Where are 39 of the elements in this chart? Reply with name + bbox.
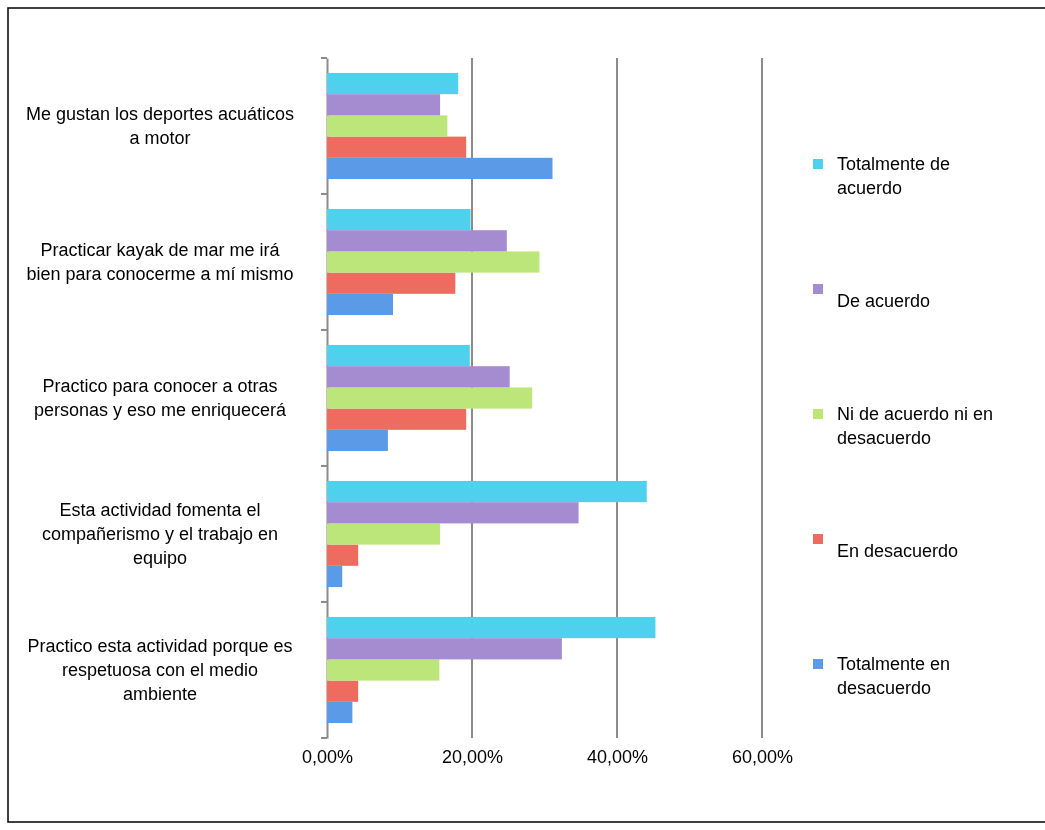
bar <box>327 251 540 273</box>
bar <box>327 344 470 367</box>
legend-label: Ni de acuerdo ni en desacuerdo <box>837 404 994 448</box>
bar <box>327 94 441 116</box>
y-tick-label: Me gustan los deportes acuáticos a motor <box>25 104 295 148</box>
x-tick-label: 40,00% <box>586 746 649 767</box>
bar <box>327 680 359 702</box>
x-tick-label: 20,00% <box>441 746 504 767</box>
bar <box>327 208 471 231</box>
legend-label: Totalmente de acuerdo <box>837 154 951 198</box>
bar <box>327 544 359 566</box>
legend-label: De acuerdo <box>837 291 931 311</box>
legend-label: Totalmente en desacuerdo <box>837 654 951 698</box>
bar <box>327 72 459 95</box>
bar <box>327 136 467 158</box>
y-tick-label: Practicar kayak de mar me irá bien para conocerme a mí mismo <box>26 240 294 284</box>
y-tick-label: Practico esta actividad porque es respetuosa con el medio ambiente <box>27 636 293 704</box>
bar <box>327 115 448 137</box>
x-tick-label: 0,00% <box>301 746 354 767</box>
bar <box>327 157 553 180</box>
x-tick-label: 60,00% <box>731 746 794 767</box>
bar <box>327 429 388 452</box>
bar <box>327 616 656 639</box>
bar <box>327 293 393 316</box>
bar <box>327 272 456 294</box>
bar <box>327 480 647 503</box>
bar <box>327 659 440 681</box>
bar <box>327 701 353 724</box>
legend-label: En desacuerdo <box>837 541 959 561</box>
bar <box>327 387 533 409</box>
bar <box>327 366 510 388</box>
bar <box>327 565 343 588</box>
bar <box>327 502 579 524</box>
bar <box>327 638 562 660</box>
y-tick-label: Practico para conocer a otras personas y eso me enriquecerá <box>33 376 288 420</box>
bar <box>327 230 507 252</box>
bar <box>327 523 441 545</box>
bar <box>327 408 467 430</box>
y-tick-label: Esta actividad fomenta el compañerismo y el trabajo en equipo <box>41 500 279 568</box>
